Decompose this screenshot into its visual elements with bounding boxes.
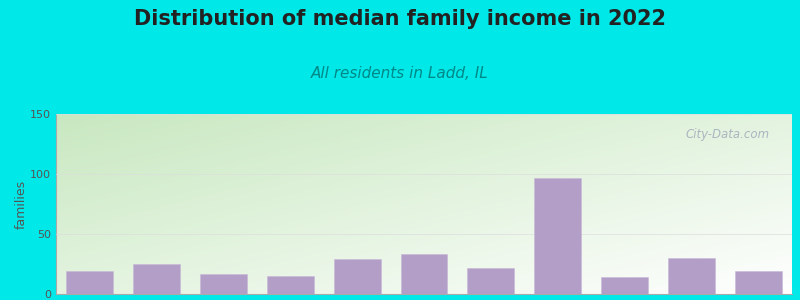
Text: City-Data.com: City-Data.com (686, 128, 770, 141)
Bar (668, 258, 715, 294)
Bar (133, 264, 180, 294)
Bar (200, 274, 246, 294)
Bar (467, 268, 514, 294)
Bar (735, 271, 782, 294)
Bar (66, 271, 113, 294)
Text: All residents in Ladd, IL: All residents in Ladd, IL (311, 66, 489, 81)
Y-axis label: families: families (14, 179, 27, 229)
Bar (334, 259, 381, 294)
Bar (266, 276, 314, 294)
Text: Distribution of median family income in 2022: Distribution of median family income in … (134, 9, 666, 29)
Bar (602, 277, 648, 294)
Bar (401, 254, 447, 294)
Bar (534, 178, 582, 294)
